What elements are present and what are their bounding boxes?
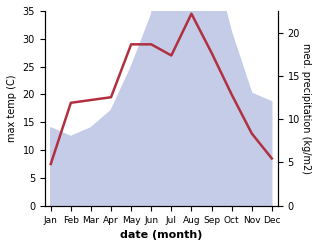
Y-axis label: max temp (C): max temp (C): [7, 75, 17, 142]
Y-axis label: med. precipitation (kg/m2): med. precipitation (kg/m2): [301, 43, 311, 174]
X-axis label: date (month): date (month): [120, 230, 203, 240]
